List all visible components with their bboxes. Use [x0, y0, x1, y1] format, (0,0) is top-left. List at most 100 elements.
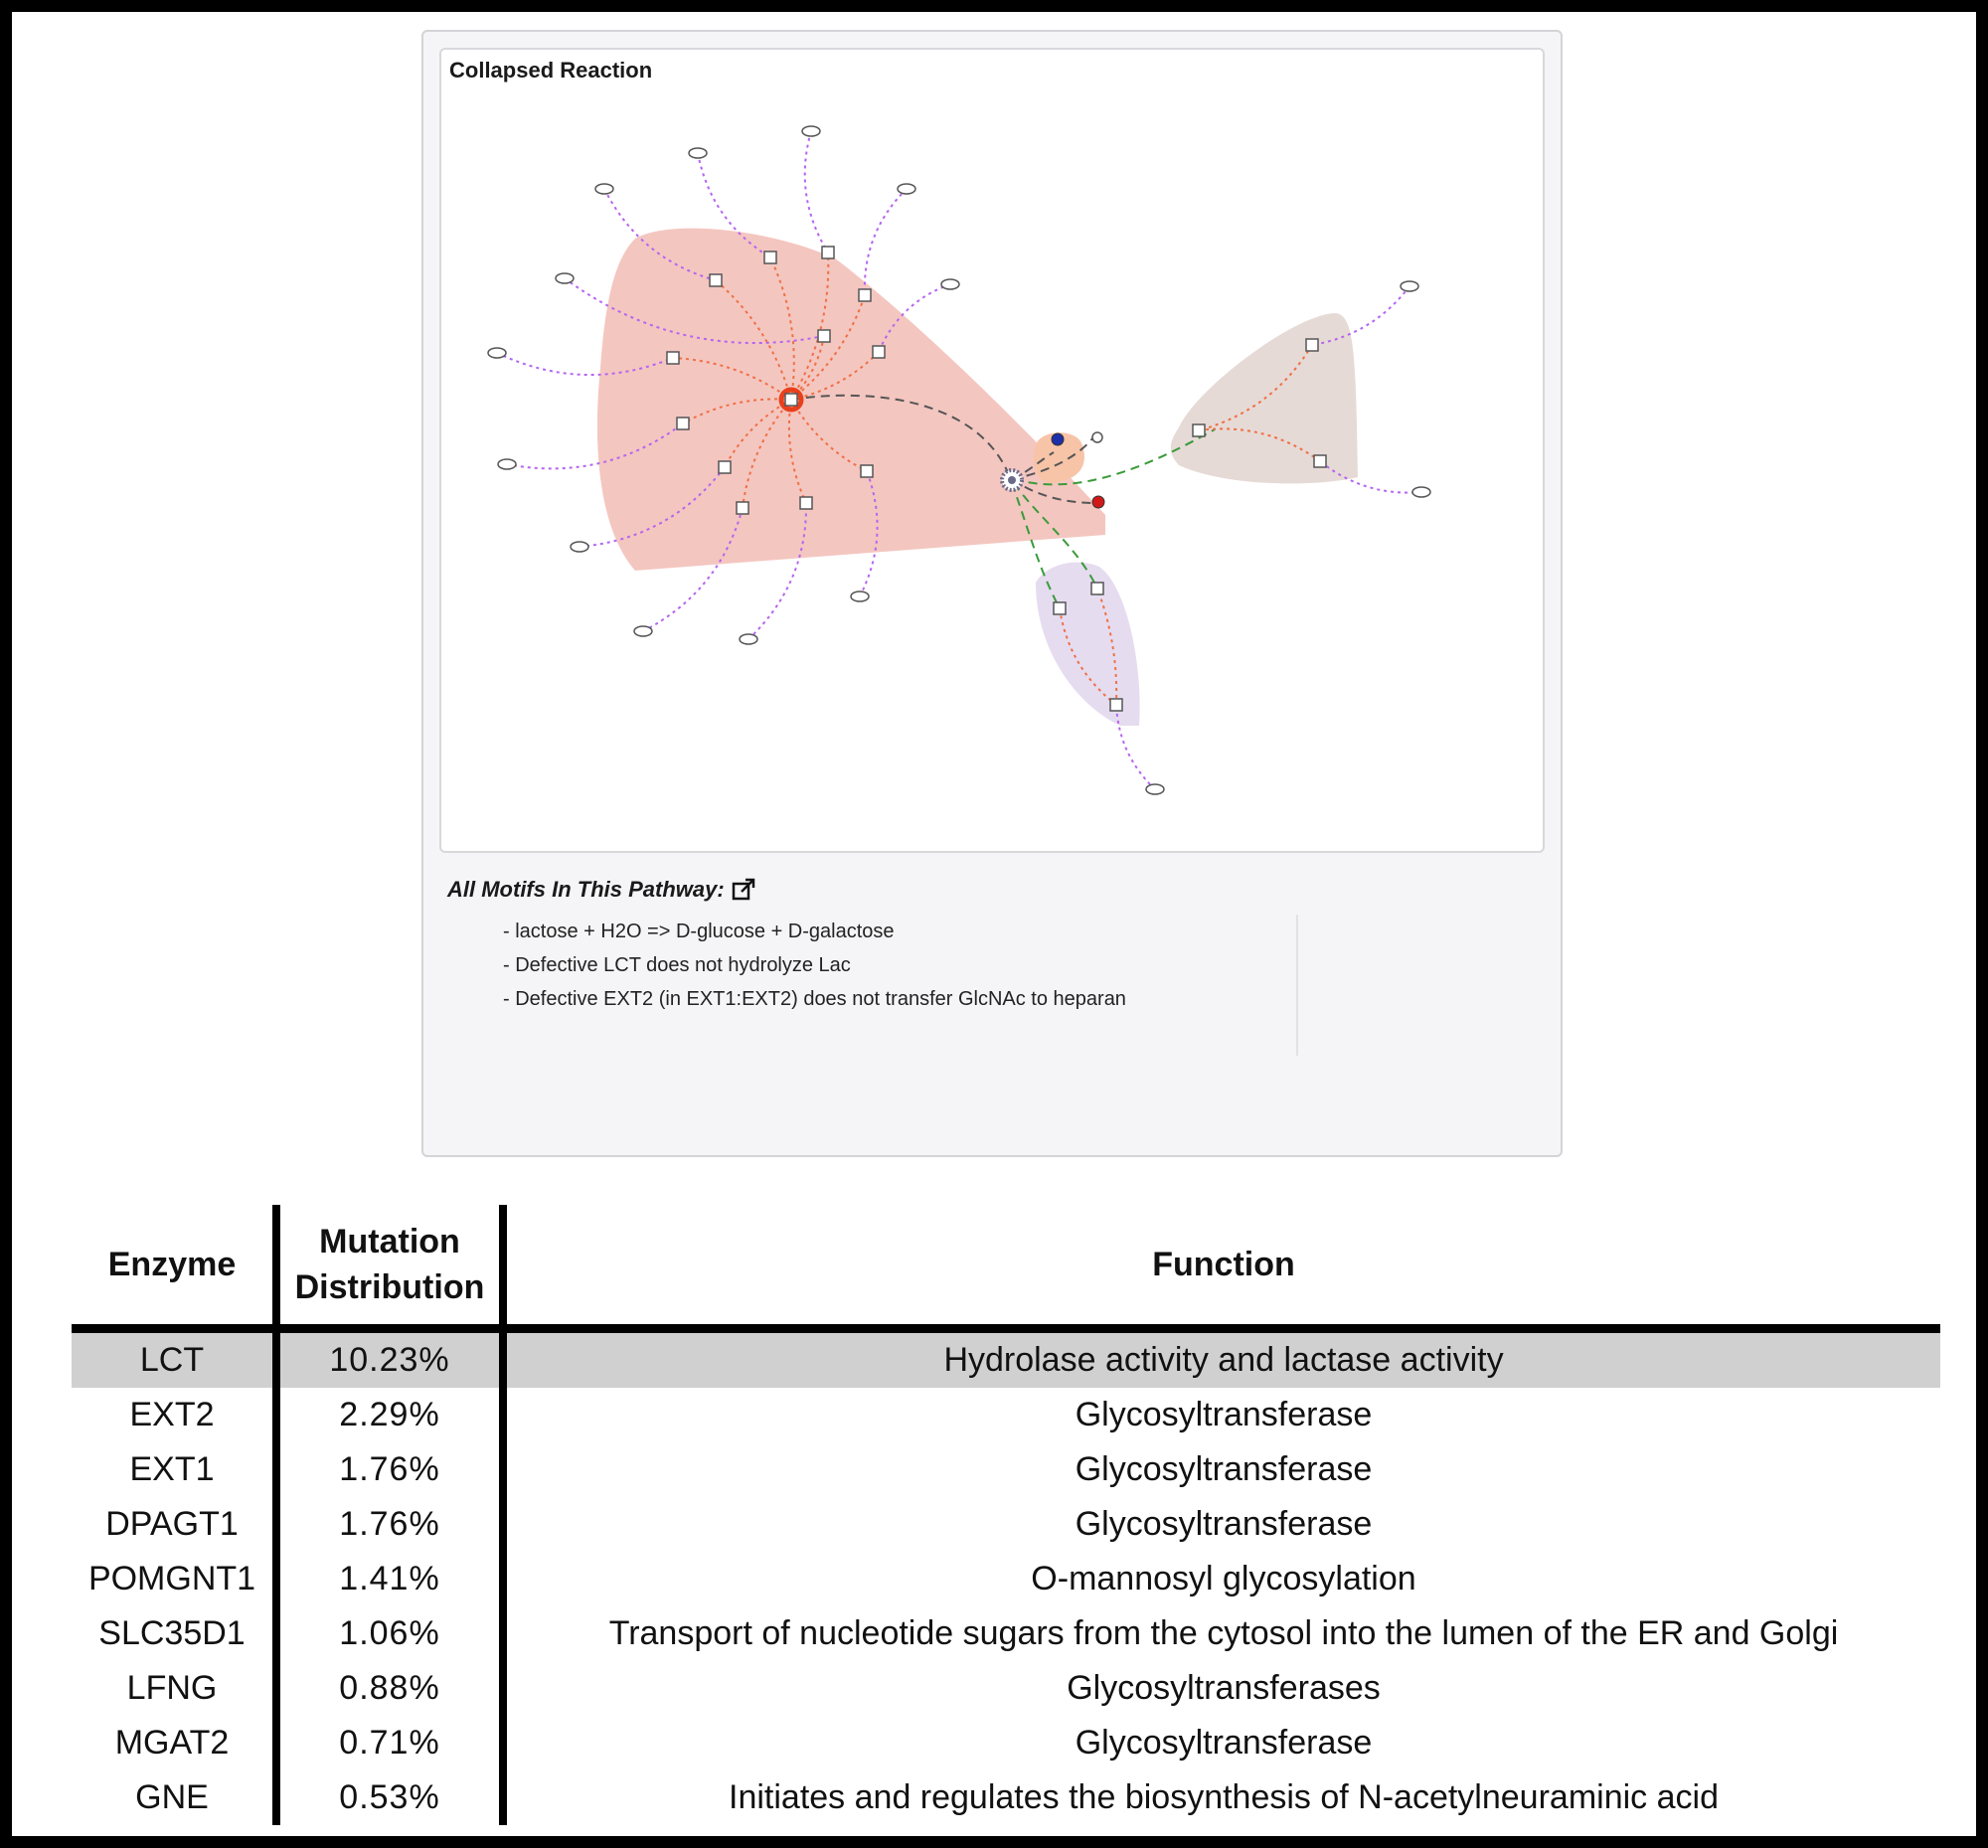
table-row: POMGNT1 1.41% O-mannosyl glycosylation: [72, 1552, 1940, 1606]
graph-edge: [1096, 588, 1118, 706]
graph-edge: [863, 188, 908, 296]
complex-node[interactable]: [709, 273, 723, 287]
entity-node[interactable]: [897, 183, 916, 195]
graph-edge: [1011, 482, 1061, 609]
empty-node[interactable]: [1091, 431, 1103, 443]
hub-node[interactable]: [778, 387, 804, 413]
graph-edge: [1198, 427, 1321, 462]
table-row: GNE 0.53% Initiates and regulates the bios…: [72, 1770, 1940, 1825]
complex-node[interactable]: [821, 246, 835, 259]
hub-node-square: [784, 393, 798, 407]
graph-edge: [790, 335, 825, 401]
graph-edge: [790, 252, 830, 401]
cell-enzyme: LFNG: [72, 1661, 280, 1716]
motif-item[interactable]: - Defective EXT2 (in EXT1:EXT2) does not…: [503, 988, 1126, 1010]
cell-enzyme: POMGNT1: [72, 1552, 280, 1606]
cell-enzyme: DPAGT1: [72, 1497, 280, 1552]
header-enzyme: Enzyme: [72, 1205, 280, 1329]
orange-cluster-hull: [1033, 432, 1084, 483]
entity-node[interactable]: [555, 272, 575, 284]
cell-enzyme: SLC35D1: [72, 1606, 280, 1661]
complex-node[interactable]: [817, 329, 831, 343]
table-row: LFNG 0.88% Glycosyltransferases: [72, 1661, 1940, 1716]
cell-mutation-distribution: 1.41%: [276, 1552, 507, 1606]
cell-enzyme: EXT2: [72, 1388, 280, 1442]
lavender-cluster-hull: [1036, 562, 1140, 726]
entity-node[interactable]: [594, 183, 614, 195]
complex-node[interactable]: [872, 345, 886, 359]
graph-edge: [1013, 482, 1098, 589]
graph-edge: [579, 466, 726, 548]
complex-node[interactable]: [763, 251, 777, 264]
complex-node[interactable]: [1053, 601, 1067, 615]
complex-node[interactable]: [1090, 582, 1104, 595]
entity-node[interactable]: [487, 347, 507, 359]
motifs-heading: All Motifs In This Pathway:: [447, 877, 756, 903]
entity-node[interactable]: [1400, 280, 1419, 292]
complex-node[interactable]: [858, 288, 872, 302]
graph-edge: [1013, 428, 1216, 486]
motif-list: - lactose + H2O => D-glucose + D-galacto…: [503, 915, 1298, 1056]
cell-function: Transport of nucleotide sugars from the …: [608, 1614, 1839, 1652]
cell-mutation-distribution: 1.76%: [276, 1442, 507, 1497]
complex-node[interactable]: [1313, 454, 1327, 468]
external-link-icon[interactable]: [731, 877, 756, 903]
cell-mutation-distribution: 0.88%: [276, 1661, 507, 1716]
cell-mutation-distribution: 1.06%: [276, 1606, 507, 1661]
graph-edge: [859, 470, 879, 597]
complex-node[interactable]: [860, 464, 874, 478]
entity-node[interactable]: [497, 458, 517, 470]
complex-node[interactable]: [1109, 698, 1123, 712]
header-mutation-line1: Mutation: [319, 1223, 460, 1260]
cell-function: Initiates and regulates the biosynthesis…: [729, 1778, 1719, 1816]
graph-viewer[interactable]: Collapsed Reaction: [439, 48, 1545, 853]
entity-node[interactable]: [688, 147, 708, 159]
entity-node[interactable]: [570, 541, 589, 553]
complex-node[interactable]: [718, 460, 732, 474]
entity-node[interactable]: [1145, 783, 1165, 795]
graph-edge: [496, 352, 674, 376]
reaction-node-core: [1008, 476, 1016, 484]
graph-edge: [564, 277, 825, 345]
graph-edge: [742, 399, 792, 509]
graph-title: Collapsed Reaction: [449, 58, 653, 83]
complex-node[interactable]: [666, 351, 680, 365]
graph-edge: [1011, 478, 1096, 504]
graph-edge: [790, 394, 1011, 478]
graph-edge: [1311, 285, 1410, 346]
enzyme-table: Enzyme Mutation Distribution Function LC…: [72, 1205, 1940, 1825]
entity-node[interactable]: [739, 633, 758, 645]
red-node[interactable]: [1091, 495, 1105, 509]
motif-item[interactable]: - lactose + H2O => D-glucose + D-galacto…: [503, 921, 895, 942]
reaction-network-graph[interactable]: [441, 50, 1543, 851]
entity-node[interactable]: [850, 590, 870, 602]
complex-node[interactable]: [1192, 423, 1206, 437]
complex-node[interactable]: [676, 417, 690, 430]
motif-item[interactable]: - Defective LCT does not hydrolyze Lac: [503, 954, 851, 976]
complex-node[interactable]: [799, 496, 813, 510]
graph-edge: [1059, 607, 1117, 706]
graph-edge: [697, 152, 771, 258]
header-mutation-line2: Distribution: [294, 1268, 485, 1306]
graph-edge: [790, 351, 880, 401]
entity-node[interactable]: [801, 125, 821, 137]
blue-node[interactable]: [1051, 432, 1065, 446]
cell-mutation-distribution: 1.76%: [276, 1497, 507, 1552]
graph-edge: [878, 283, 951, 353]
cell-enzyme: MGAT2: [72, 1716, 280, 1770]
entity-node[interactable]: [633, 625, 653, 637]
entity-node[interactable]: [940, 278, 960, 290]
header-function: Function: [1152, 1246, 1295, 1283]
graph-edge: [672, 357, 792, 401]
cell-mutation-distribution: 2.29%: [276, 1388, 507, 1442]
entity-node[interactable]: [1411, 486, 1431, 498]
table-row: LCT 10.23% Hydrolase activity and lactase …: [72, 1328, 1940, 1388]
complex-node[interactable]: [736, 501, 749, 515]
cell-mutation-distribution: 10.23%: [276, 1328, 507, 1388]
complex-node[interactable]: [1305, 338, 1319, 352]
graph-edge: [506, 422, 684, 470]
red-cluster-hull: [596, 228, 1105, 571]
cell-mutation-distribution: 0.53%: [276, 1770, 507, 1825]
cell-function: Glycosyltransferase: [1075, 1724, 1373, 1762]
